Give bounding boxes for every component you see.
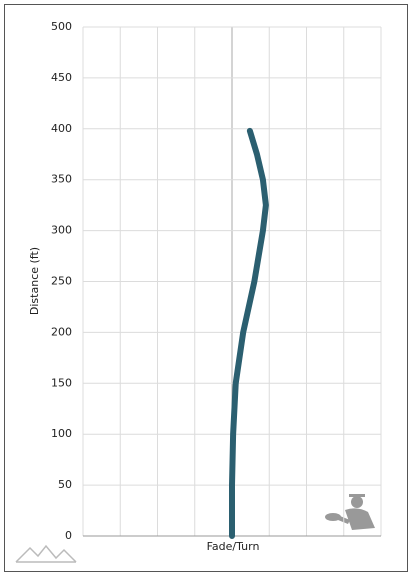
y-tick-label: 300 [51, 224, 72, 237]
y-tick-label: 100 [51, 427, 72, 440]
y-tick-label: 350 [51, 173, 72, 186]
y-axis-label: Distance (ft) [28, 247, 41, 315]
frame [4, 4, 408, 572]
x-axis-label: Fade/Turn [207, 540, 260, 553]
flight-path [229, 127, 269, 539]
player-icon [325, 494, 375, 530]
logo [15, 544, 77, 563]
y-tick-label: 0 [65, 529, 72, 542]
y-tick-label: 450 [51, 71, 72, 84]
y-tick-label: 200 [51, 325, 72, 338]
y-tick-label: 150 [51, 376, 72, 389]
y-tick-label: 50 [58, 478, 72, 491]
y-tick-label: 400 [51, 122, 72, 135]
y-tick-label: 250 [51, 275, 72, 288]
y-tick-label: 500 [51, 20, 72, 33]
